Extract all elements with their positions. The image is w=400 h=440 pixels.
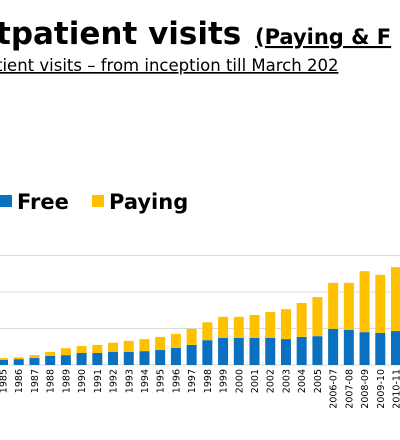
- x-tick-label: 1991: [93, 369, 104, 393]
- legend-label: Free: [17, 190, 69, 214]
- bar-segment: [265, 312, 276, 338]
- x-tick-label: 2003: [281, 369, 292, 393]
- bar-segment: [108, 351, 119, 365]
- bar-segment: [29, 355, 40, 359]
- bar-segment: [170, 333, 181, 348]
- bar-segment: [280, 309, 291, 340]
- bar-segment: [155, 336, 166, 351]
- bar-segment: [45, 351, 56, 356]
- x-tick-label: 1986: [14, 369, 25, 393]
- bar-segment: [186, 328, 197, 345]
- bar-segment: [202, 322, 213, 341]
- legend: Free Paying: [0, 190, 188, 214]
- bar-segment: [60, 348, 71, 356]
- bar-segment: [0, 359, 8, 365]
- bar-segment: [139, 339, 150, 352]
- chart-title-suffix: (Paying & F: [255, 25, 391, 49]
- bar-segment: [391, 331, 400, 365]
- x-tick-label: 2001: [250, 369, 261, 393]
- bar-segment: [359, 271, 370, 333]
- x-tick-label: 1989: [61, 369, 72, 393]
- bar-segment: [155, 350, 166, 365]
- x-tick-label: 1994: [140, 369, 151, 393]
- bar-segment: [233, 316, 244, 338]
- x-tick-label: 2008-09: [360, 369, 371, 409]
- x-tick-label: 1992: [109, 369, 120, 393]
- legend-swatch: [0, 195, 12, 207]
- bar-segment: [13, 359, 24, 365]
- bar-segment: [375, 274, 386, 333]
- legend-label: Paying: [109, 190, 188, 214]
- bar-segment: [249, 314, 260, 338]
- bar-segment: [139, 351, 150, 365]
- x-tick-label: 1993: [124, 369, 135, 393]
- bar-segment: [202, 340, 213, 365]
- x-tick-label: 1990: [77, 369, 88, 393]
- bar-segment: [92, 344, 103, 353]
- x-tick-label: 1988: [46, 369, 57, 393]
- x-tick-label: 2000: [234, 369, 245, 393]
- bar-segment: [29, 358, 40, 365]
- bar-segment: [296, 336, 307, 365]
- bar-segment: [249, 337, 260, 365]
- bar-segment: [0, 358, 8, 360]
- bar-segment: [123, 340, 134, 352]
- bar-segment: [170, 347, 181, 365]
- x-tick-label: 1996: [171, 369, 182, 393]
- bar-segment: [76, 346, 87, 353]
- bar-segment: [391, 267, 400, 332]
- x-tick-label: 2006-07: [329, 369, 340, 409]
- chart-title: tpatient visits: [0, 16, 241, 52]
- bar-segment: [92, 352, 103, 365]
- bar-segment: [359, 332, 370, 365]
- bar-segment: [343, 282, 354, 330]
- x-tick-label: 1999: [219, 369, 230, 393]
- bar-segment: [280, 339, 291, 365]
- x-tick-label: 1997: [187, 369, 198, 393]
- bar-segment: [60, 355, 71, 365]
- x-tick-label: 2007-08: [344, 369, 355, 409]
- bar-segment: [343, 329, 354, 365]
- bar-segment: [218, 316, 229, 338]
- x-tick-label: 2005: [313, 369, 324, 393]
- bar-segment: [312, 297, 323, 337]
- bar-segment: [218, 337, 229, 365]
- bar-segment: [45, 355, 56, 365]
- bar-segment: [328, 282, 339, 329]
- x-tick-label: 2009-10: [376, 369, 387, 409]
- x-tick-label: 1987: [30, 369, 41, 393]
- x-tick-label: 2004: [297, 369, 308, 393]
- legend-swatch: [92, 195, 104, 207]
- bar-segment: [108, 342, 119, 352]
- bar-segment: [186, 344, 197, 365]
- bar-segment: [233, 337, 244, 365]
- x-tick-label: 1998: [203, 369, 214, 393]
- bar-segment: [13, 357, 24, 360]
- bar-segment: [123, 351, 134, 365]
- chart-subtitle: tient visits – from inception till March…: [0, 56, 338, 75]
- bar-segment: [328, 328, 339, 365]
- bar-segment: [265, 337, 276, 365]
- bar-segment: [76, 352, 87, 365]
- x-tick-label: 1985: [0, 369, 10, 393]
- bar-segment: [312, 336, 323, 365]
- x-tick-label: 2002: [266, 369, 277, 393]
- x-tick-label: 1995: [156, 369, 167, 393]
- x-tick-label: 2010-11: [392, 369, 400, 409]
- bar-segment: [296, 302, 307, 337]
- bar-segment: [375, 332, 386, 365]
